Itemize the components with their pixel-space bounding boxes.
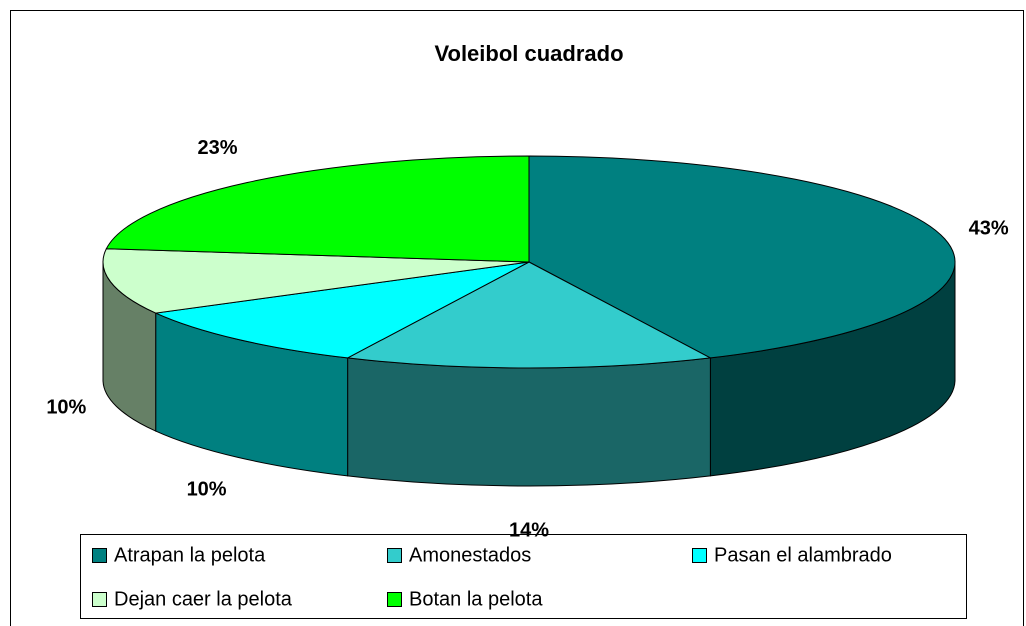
pie-slice: [153, 261, 530, 359]
legend: [80, 534, 967, 619]
legend-swatch: [387, 548, 402, 563]
legend-label: Dejan caer la pelota: [114, 588, 293, 610]
data-label: 10%: [46, 397, 86, 419]
chart-title: Voleibol cuadrado: [434, 41, 623, 66]
pie-slice: [105, 155, 530, 263]
legend-swatch: [92, 548, 107, 563]
legend-label: Amonestados: [409, 544, 531, 566]
legend-swatch: [92, 592, 107, 607]
data-label: 10%: [187, 478, 227, 500]
legend-label: Pasan el alambrado: [714, 544, 892, 566]
data-label: 43%: [969, 217, 1009, 239]
pie-slice: [528, 155, 956, 359]
data-label: 23%: [198, 137, 238, 159]
legend-label: Atrapan la pelota: [114, 544, 266, 566]
pie-slice: [102, 248, 530, 314]
legend-swatch: [387, 592, 402, 607]
data-label: 14%: [509, 519, 549, 541]
legend-swatch: [692, 548, 707, 563]
legend-label: Botan la pelota: [409, 588, 543, 610]
pie-slice: [345, 261, 713, 369]
pie-side: [347, 357, 711, 487]
